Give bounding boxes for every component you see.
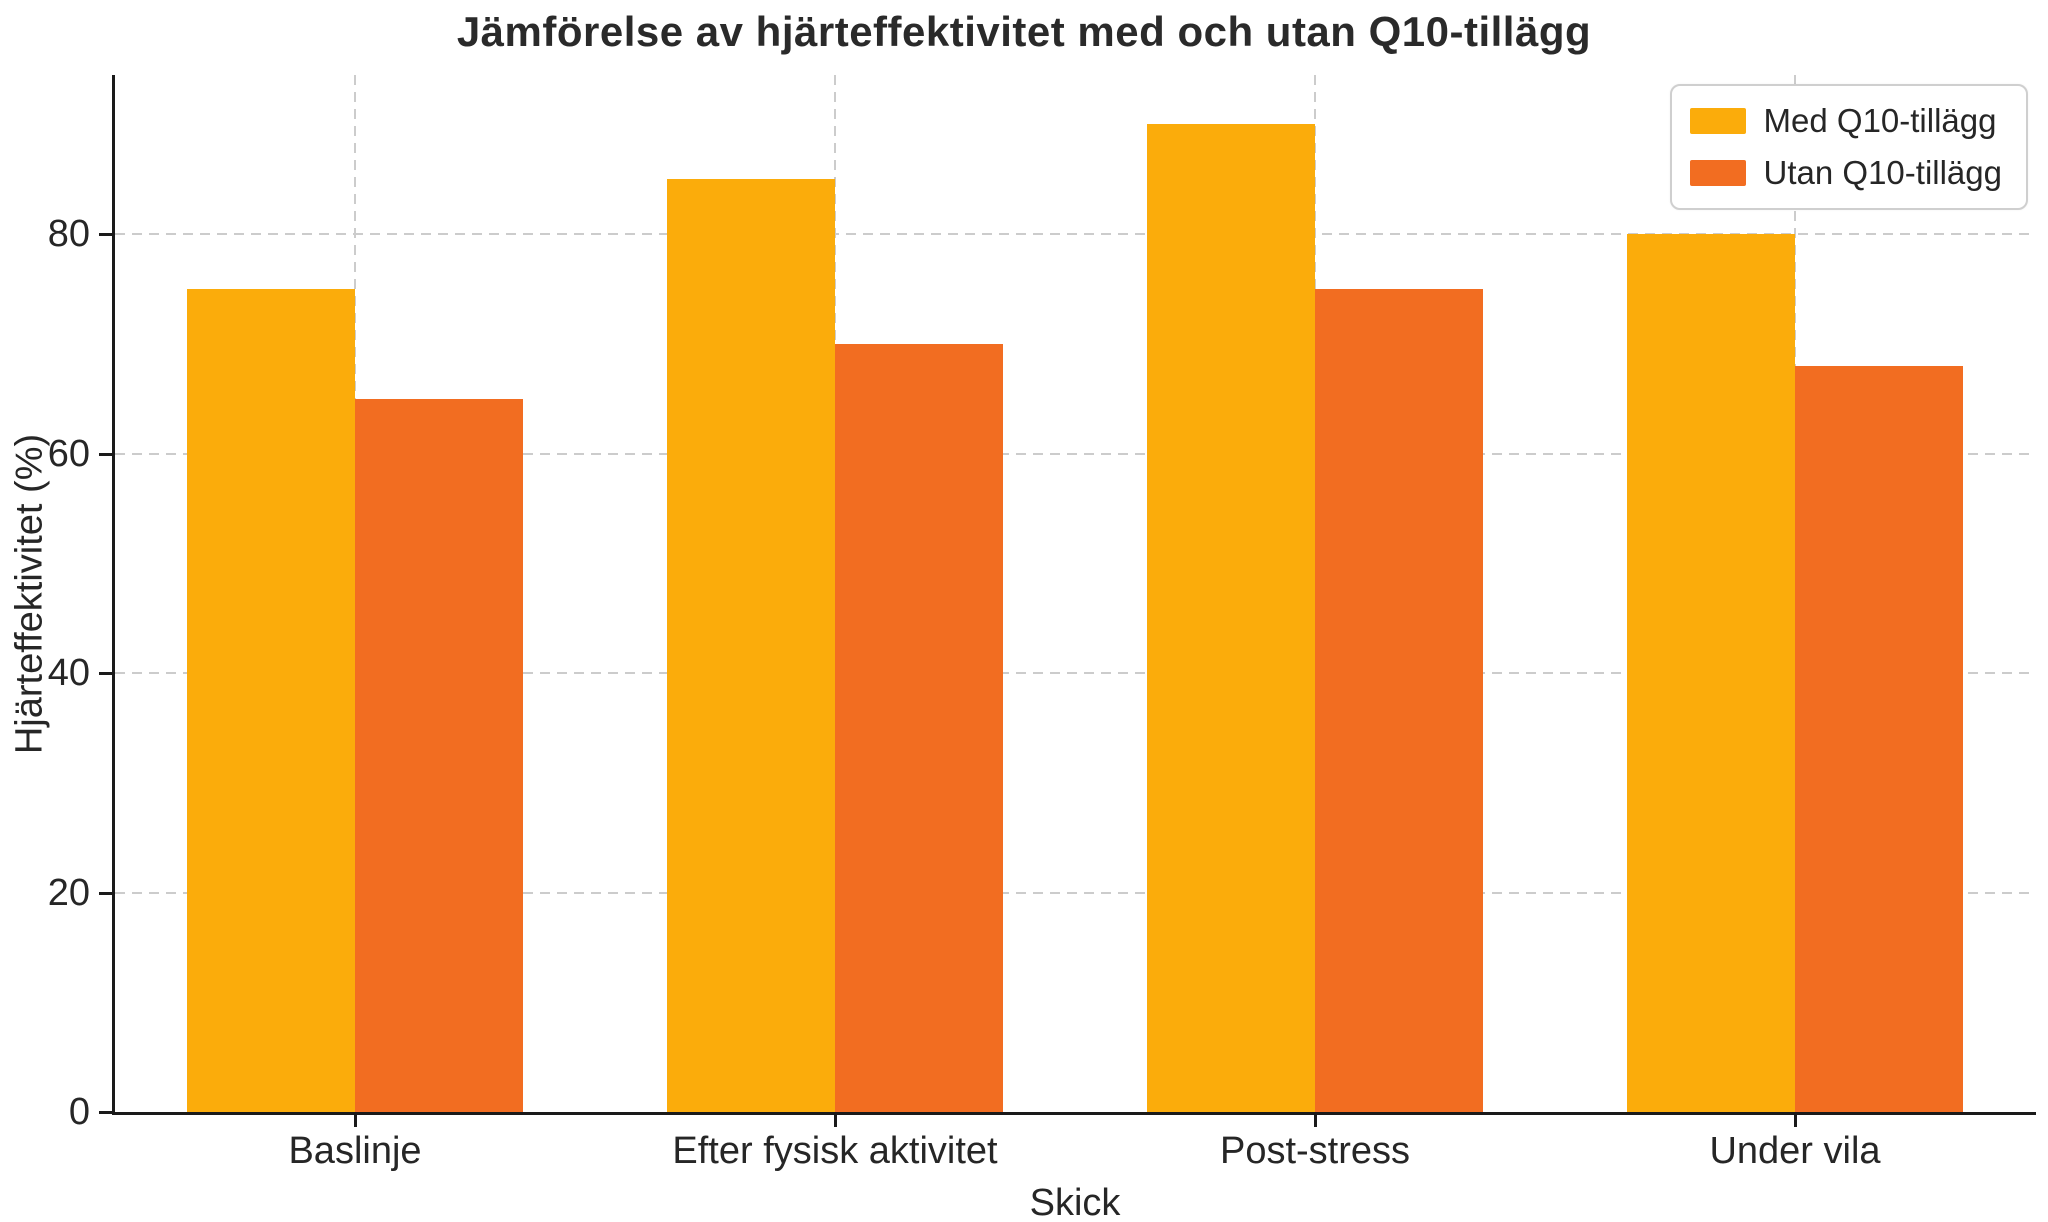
y-tick-80: [99, 233, 113, 237]
x-tick-label-baslinje: Baslinje: [288, 1130, 422, 1172]
y-tick-label-20: 20: [47, 871, 90, 914]
y-axis-spine: [112, 75, 115, 1115]
bar-med-q10-till-gg-baslinje: [187, 288, 355, 1112]
legend: Med Q10-tillägg Utan Q10-tillägg: [1669, 84, 2028, 210]
legend-entry-med-q10-till-gg: Med Q10-tillägg: [1689, 102, 2002, 140]
x-tick-label-efter-fysisk-aktivitet: Efter fysisk aktivitet: [672, 1130, 998, 1172]
h-gridline-60: [115, 452, 2035, 455]
bar-med-q10-till-gg-efter-fysisk-aktivitet: [667, 179, 835, 1112]
x-axis-spine: [112, 1112, 2036, 1115]
x-tick-baslinje: [354, 1114, 357, 1127]
bar-med-q10-till-gg-post-stress: [1147, 124, 1315, 1112]
y-tick-label-80: 80: [47, 213, 90, 256]
legend-label-utan-q10-till-gg: Utan Q10-tillägg: [1763, 154, 2002, 191]
plot-area: [115, 75, 2035, 1112]
y-axis-label: Hjärteffektivitet (%): [8, 433, 51, 755]
y-tick-label-60: 60: [47, 432, 90, 475]
x-tick-post-stress: [1314, 1114, 1317, 1127]
y-tick-40: [99, 672, 113, 676]
legend-swatch-med-q10-till-gg: [1689, 108, 1746, 134]
bar-utan-q10-till-gg-efter-fysisk-aktivitet: [835, 343, 1003, 1112]
legend-entry-utan-q10-till-gg: Utan Q10-tillägg: [1689, 154, 2002, 192]
chart-title: Jämförelse av hjärteffektivitet med och …: [456, 8, 1592, 55]
y-tick-60: [99, 452, 113, 456]
h-gridline-40: [115, 672, 2035, 675]
bar-med-q10-till-gg-under-vila: [1627, 234, 1795, 1112]
bar-utan-q10-till-gg-under-vila: [1795, 365, 1963, 1112]
y-tick-label-0: 0: [68, 1091, 90, 1133]
legend-label-med-q10-till-gg: Med Q10-tillägg: [1763, 102, 1997, 139]
x-tick-efter-fysisk-aktivitet: [834, 1114, 837, 1127]
y-tick-label-40: 40: [47, 652, 90, 695]
x-tick-under-vila: [1794, 1114, 1797, 1127]
y-tick-20: [99, 891, 113, 895]
bar-utan-q10-till-gg-post-stress: [1315, 288, 1483, 1112]
x-tick-label-post-stress: Post-stress: [1219, 1130, 1411, 1172]
h-gridline-80: [115, 233, 2035, 236]
y-tick-0: [99, 1111, 113, 1114]
x-axis-label: Skick: [1029, 1182, 1121, 1222]
h-gridline-20: [115, 891, 2035, 894]
legend-swatch-utan-q10-till-gg: [1689, 160, 1746, 186]
x-tick-label-under-vila: Under vila: [1709, 1130, 1881, 1172]
bar-utan-q10-till-gg-baslinje: [355, 398, 523, 1112]
